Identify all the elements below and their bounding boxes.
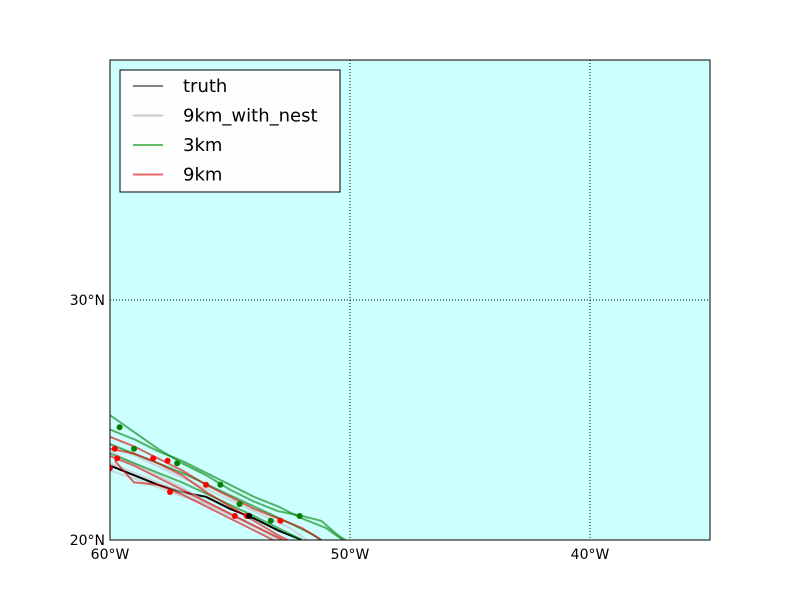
legend-label-3km: 3km	[183, 135, 222, 156]
track-line-9km-with-nest-1	[110, 443, 308, 540]
track-marker-3km-4	[296, 513, 303, 519]
track-marker-3km-1	[131, 445, 137, 452]
y-tick-label: 20°N	[70, 533, 105, 549]
legend: truth 9km_with_nest 3km 9km	[119, 69, 341, 193]
track-marker-9km-7	[231, 513, 238, 519]
legend-label-9km-with-nest: 9km_with_nest	[183, 106, 318, 127]
track-marker-9km-3	[150, 455, 157, 462]
track-line-3km-1	[110, 428, 344, 540]
track-marker-9km-1	[111, 445, 118, 452]
tick-labels: 60°W 50°W 40°W 20°N 30°N	[70, 293, 610, 563]
track-markers	[110, 424, 303, 524]
graticule	[110, 60, 710, 540]
track-line-9km-0	[110, 435, 322, 540]
track-line-9km-2	[114, 460, 274, 540]
track-marker-3km-2	[174, 460, 181, 467]
track-marker-9km-0	[110, 465, 113, 471]
y-tick-label: 30°N	[70, 293, 105, 309]
track-marker-3km-6	[236, 501, 243, 507]
track-marker-9km-4	[164, 457, 171, 464]
track-line-truth-0	[110, 464, 303, 540]
track-marker-9km-6	[203, 481, 209, 488]
track-marker-9km-5	[167, 489, 173, 495]
track-line-3km-0	[110, 414, 346, 540]
legend-label-9km: 9km	[183, 165, 222, 186]
track-line-9km-with-nest-3	[110, 469, 279, 540]
track-marker-3km-5	[267, 517, 274, 524]
track-line-9km-1	[110, 455, 284, 540]
map-frame	[109, 59, 711, 541]
track-line-9km-3	[110, 447, 289, 540]
legend-box	[119, 69, 341, 193]
x-tick-label: 60°W	[91, 547, 130, 563]
track-marker-9km-9	[277, 517, 284, 524]
track-marker-3km-0	[116, 424, 123, 431]
track-marker-9km-2	[114, 455, 121, 462]
x-tick-label: 40°W	[571, 547, 610, 563]
storm-tracks	[110, 414, 346, 540]
legend-label-truth: truth	[183, 76, 227, 97]
track-marker-truth-0	[246, 513, 253, 519]
x-tick-label: 50°W	[331, 547, 370, 563]
track-marker-3km-3	[217, 481, 224, 488]
